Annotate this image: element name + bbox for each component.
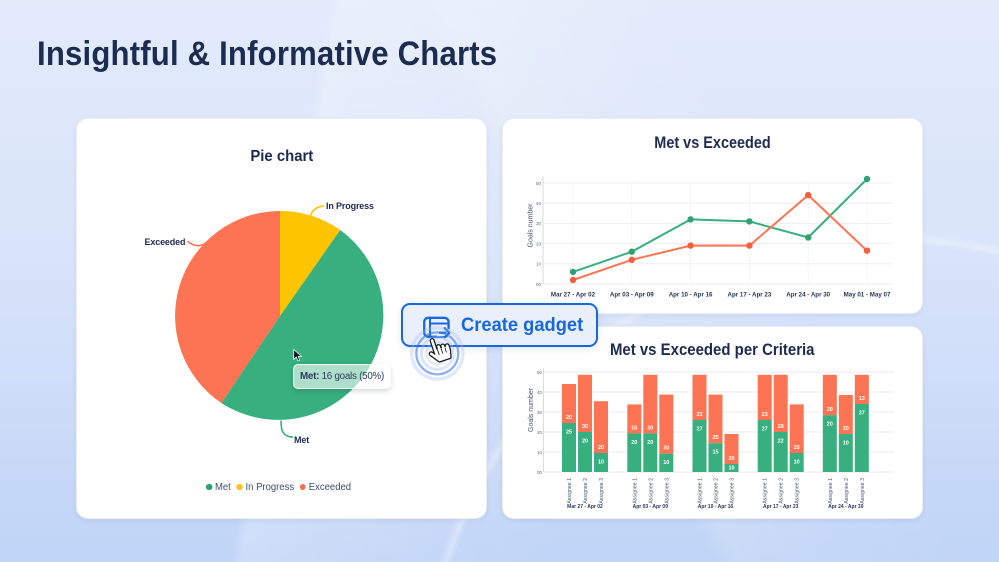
svg-text:20: 20 xyxy=(631,440,637,446)
svg-text:25: 25 xyxy=(794,445,800,451)
svg-text:Assignee 2: Assignee 2 xyxy=(779,478,785,504)
svg-text:10: 10 xyxy=(663,460,669,466)
svg-text:Assignee 3: Assignee 3 xyxy=(730,478,736,504)
svg-text:25: 25 xyxy=(566,430,572,436)
svg-text:50: 50 xyxy=(537,370,543,375)
svg-text:20: 20 xyxy=(843,426,849,432)
svg-text:27: 27 xyxy=(762,427,768,433)
svg-text:15: 15 xyxy=(712,450,718,456)
svg-text:23: 23 xyxy=(696,412,702,418)
svg-text:Assignee 3: Assignee 3 xyxy=(599,478,605,504)
svg-text:Mar 27 - Apr 02: Mar 27 - Apr 02 xyxy=(567,504,603,510)
svg-text:20: 20 xyxy=(537,430,543,435)
svg-text:10: 10 xyxy=(536,262,542,267)
svg-text:10: 10 xyxy=(728,466,734,472)
svg-text:20: 20 xyxy=(728,456,734,462)
svg-text:Assignee 3: Assignee 3 xyxy=(664,478,670,504)
svg-text:Apr 03 - Apr 09: Apr 03 - Apr 09 xyxy=(610,292,654,299)
svg-text:30: 30 xyxy=(537,410,543,415)
svg-text:00: 00 xyxy=(536,282,542,287)
svg-text:30: 30 xyxy=(647,425,653,431)
svg-text:15: 15 xyxy=(631,425,637,431)
svg-text:20: 20 xyxy=(536,241,542,246)
svg-text:Assignee 1: Assignee 1 xyxy=(698,478,704,504)
svg-text:22: 22 xyxy=(778,439,784,445)
svg-text:00: 00 xyxy=(537,470,543,475)
svg-text:Assignee 2: Assignee 2 xyxy=(648,478,654,504)
svg-text:37: 37 xyxy=(859,411,865,417)
svg-text:Apr 24 - Apr 30: Apr 24 - Apr 30 xyxy=(828,504,864,510)
svg-text:10: 10 xyxy=(843,441,849,447)
svg-text:Assignee 1: Assignee 1 xyxy=(828,478,834,504)
svg-text:50: 50 xyxy=(536,181,542,186)
svg-text:20: 20 xyxy=(827,422,833,428)
svg-text:13: 13 xyxy=(859,396,865,402)
svg-text:30: 30 xyxy=(663,446,669,452)
svg-text:30: 30 xyxy=(536,221,542,226)
svg-text:Assignee 3: Assignee 3 xyxy=(860,478,866,504)
svg-text:20: 20 xyxy=(647,440,653,446)
svg-text:Goals number: Goals number xyxy=(528,203,535,248)
svg-text:Assignee 2: Assignee 2 xyxy=(714,478,720,504)
svg-text:23: 23 xyxy=(762,412,768,418)
svg-text:Assignee 3: Assignee 3 xyxy=(795,478,801,504)
svg-text:Apr 10 - Apr 16: Apr 10 - Apr 16 xyxy=(669,292,713,299)
svg-text:May 01 - May 07: May 01 - May 07 xyxy=(844,292,891,299)
svg-text:20: 20 xyxy=(827,407,833,413)
svg-text:Assignee 1: Assignee 1 xyxy=(567,478,573,504)
svg-text:40: 40 xyxy=(537,390,543,395)
svg-text:20: 20 xyxy=(598,445,604,451)
svg-text:Assignee 1: Assignee 1 xyxy=(632,478,638,504)
svg-text:28: 28 xyxy=(778,424,784,430)
svg-text:Assignee 1: Assignee 1 xyxy=(763,478,769,504)
svg-text:Apr 10 - Apr 16: Apr 10 - Apr 16 xyxy=(698,504,734,510)
svg-text:30: 30 xyxy=(582,424,588,430)
svg-text:10: 10 xyxy=(794,460,800,466)
svg-text:Apr 03 - Apr 09: Apr 03 - Apr 09 xyxy=(633,504,669,510)
svg-text:Apr 17 - Apr 23: Apr 17 - Apr 23 xyxy=(763,504,799,510)
svg-text:Assignee 2: Assignee 2 xyxy=(844,478,850,504)
svg-text:10: 10 xyxy=(537,450,543,455)
svg-text:10: 10 xyxy=(598,460,604,466)
svg-text:20: 20 xyxy=(582,439,588,445)
svg-text:Mar 27 - Apr 02: Mar 27 - Apr 02 xyxy=(551,292,596,299)
svg-text:20: 20 xyxy=(566,415,572,421)
svg-text:25: 25 xyxy=(712,435,718,441)
svg-text:27: 27 xyxy=(696,427,702,433)
svg-text:Apr 17 - Apr 23: Apr 17 - Apr 23 xyxy=(728,292,772,299)
svg-text:Assignee 2: Assignee 2 xyxy=(583,478,589,504)
svg-text:Apr 24 - Apr 30: Apr 24 - Apr 30 xyxy=(786,292,830,299)
svg-text:40: 40 xyxy=(536,201,542,206)
svg-text:Goals number: Goals number xyxy=(528,387,535,432)
